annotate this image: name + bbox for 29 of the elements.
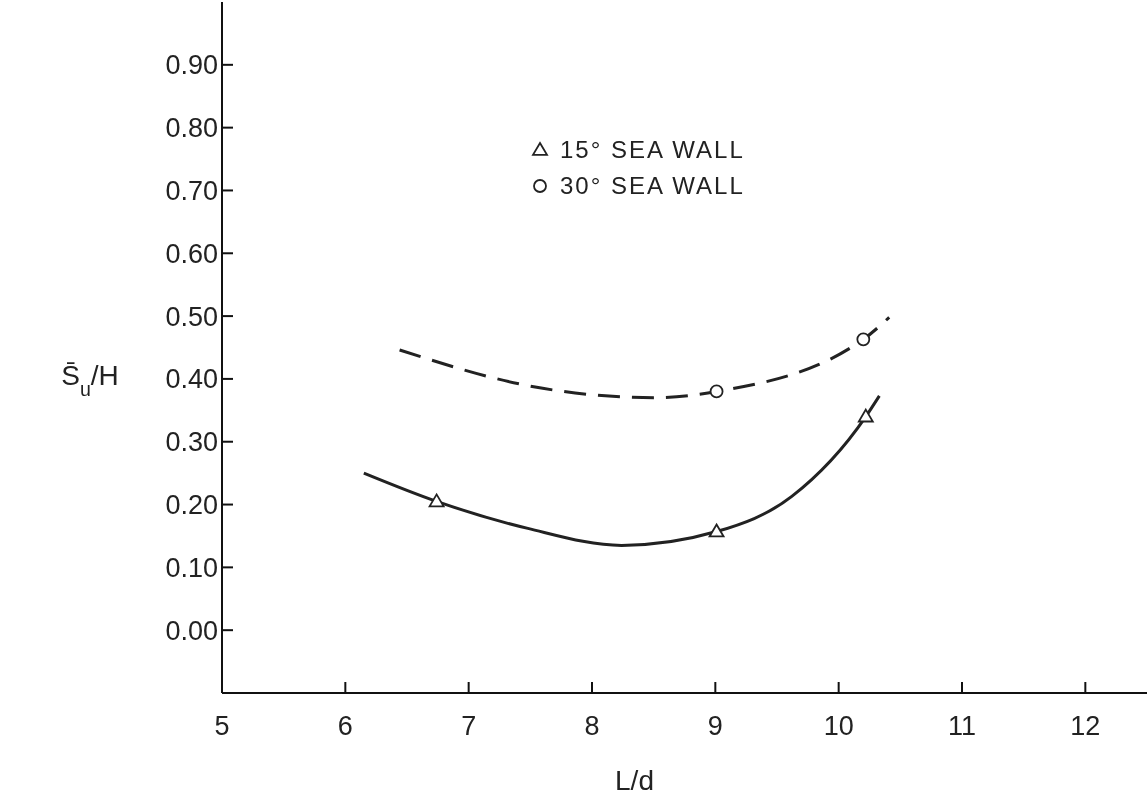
x-axis-title: L/d (615, 765, 654, 796)
x-tick-label: 10 (823, 711, 854, 741)
legend-label: 15° SEA WALL (560, 136, 745, 163)
point (428, 493, 445, 508)
y-axis-title: S̄$_{u}$/H (61, 360, 119, 400)
x-tick-label: 7 (461, 711, 477, 741)
point (856, 332, 871, 347)
x-tick-label: 11 (947, 711, 977, 741)
line-series (362, 394, 881, 547)
y-tick-label: 0.90 (165, 50, 218, 81)
y-tick-label: 0.40 (165, 364, 218, 395)
x-tick-label: 6 (337, 711, 353, 741)
point (708, 523, 725, 538)
x-tick-label: 9 (707, 711, 723, 741)
y-tick-label: 0.60 (165, 238, 218, 269)
y-tick-label: 0.50 (165, 301, 218, 332)
y-tick-label: 0.10 (165, 552, 218, 583)
x-tick-label: 8 (584, 711, 600, 741)
line-series (398, 315, 891, 400)
x-tick-label: 5 (214, 711, 230, 741)
point (857, 408, 874, 423)
x-tick-label: 12 (1070, 711, 1101, 741)
y-tick-label: 0.00 (165, 615, 218, 646)
point (709, 384, 724, 399)
y-tick-label: 0.20 (165, 490, 218, 520)
y-tick-label: 0.30 (165, 427, 218, 458)
legend-label: 30° SEA WALL (560, 172, 745, 199)
y-tick-label: 0.80 (165, 113, 218, 144)
y-tick-label: 0.70 (165, 175, 218, 206)
